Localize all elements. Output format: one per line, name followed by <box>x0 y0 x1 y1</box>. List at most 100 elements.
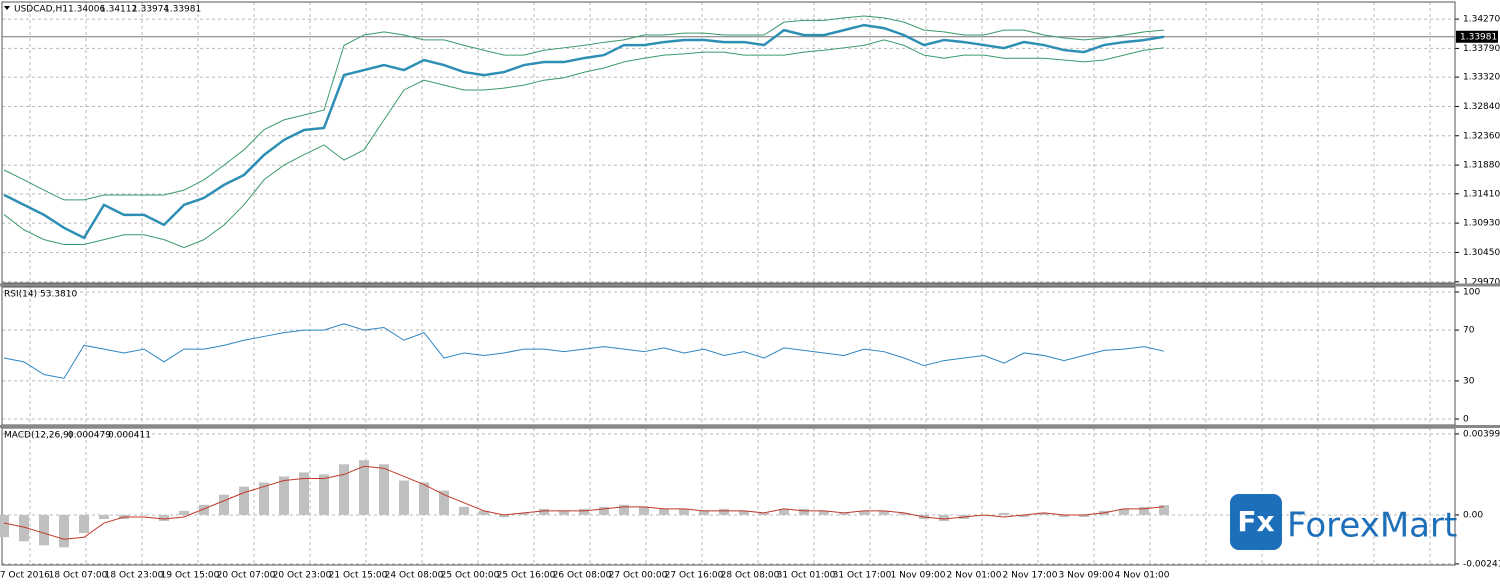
histogram-bar <box>1159 505 1169 515</box>
series-line <box>3 15 1165 201</box>
histogram-bar <box>899 512 909 515</box>
ohlc-value: 1.33974 <box>132 5 169 15</box>
y-tick-label: 100 <box>1463 287 1480 297</box>
histogram-bar <box>859 510 869 515</box>
histogram-bar <box>219 494 229 515</box>
histogram-bar <box>179 510 189 515</box>
panel-frame <box>1 1 1456 284</box>
histogram-bar <box>459 506 469 515</box>
x-tick-label: 4 Nov 01:00 <box>1115 571 1170 581</box>
histogram-bar <box>839 512 849 515</box>
histogram-bar <box>1139 506 1149 515</box>
histogram-bar <box>259 482 269 515</box>
x-tick-label: 20 Oct 07:00 <box>217 571 276 581</box>
x-tick-label: 31 Oct 17:00 <box>833 571 892 581</box>
histogram-bar <box>719 508 729 515</box>
rsi-value: 53.3810 <box>40 290 77 300</box>
logo-name: ForexMart <box>1287 506 1457 546</box>
x-tick-label: 19 Oct 15:00 <box>161 571 220 581</box>
histogram-bar <box>539 508 549 515</box>
symbol-title: USDCAD,H1 <box>14 5 68 15</box>
histogram-bar <box>1119 508 1129 515</box>
histogram-bar <box>319 474 329 515</box>
series-line <box>3 323 1165 379</box>
x-tick-label: 20 Oct 23:00 <box>273 571 332 581</box>
histogram-bar <box>659 508 669 515</box>
histogram-bar <box>579 508 589 515</box>
histogram-bar <box>1079 514 1089 517</box>
x-tick-label: 26 Oct 08:00 <box>553 571 612 581</box>
histogram-bar <box>239 486 249 515</box>
histogram-bar <box>339 464 349 515</box>
histogram-bar <box>1039 512 1049 515</box>
x-tick-label: 21 Oct 15:00 <box>329 571 388 581</box>
y-tick-label: 1.31880 <box>1463 161 1500 171</box>
histogram-bar <box>199 504 209 515</box>
histogram-bar <box>639 506 649 515</box>
series-line <box>3 39 1165 249</box>
histogram-bar <box>79 514 89 534</box>
histogram-bar <box>139 514 149 516</box>
histogram-bar <box>799 508 809 515</box>
macd-title: MACD(12,26,9) <box>4 431 72 441</box>
x-tick-label: 31 Oct 01:00 <box>777 571 836 581</box>
macd-value: 0.000411 <box>108 431 151 441</box>
x-tick-label: 2 Nov 17:00 <box>1003 571 1058 581</box>
histogram-bar <box>519 512 529 515</box>
x-tick-label: 25 Oct 16:00 <box>497 571 556 581</box>
histogram-bar <box>779 508 789 515</box>
y-tick-label: 30 <box>1463 376 1475 386</box>
current-price-label: 1.33981 <box>1460 32 1497 42</box>
y-tick-label: 1.34270 <box>1463 15 1500 25</box>
y-tick-label: 0 <box>1463 415 1469 425</box>
y-tick-label: 1.32840 <box>1463 102 1500 112</box>
histogram-bar <box>359 460 369 515</box>
x-tick-label: 18 Oct 07:00 <box>49 571 108 581</box>
x-tick-label: 2 Nov 01:00 <box>947 571 1002 581</box>
y-tick-label: 0.003998 <box>1463 429 1500 439</box>
histogram-bar <box>99 514 109 519</box>
x-tick-label: 3 Nov 09:00 <box>1059 571 1114 581</box>
y-tick-label: 1.31410 <box>1463 189 1500 199</box>
histogram-bar <box>599 506 609 515</box>
histogram-bar <box>619 504 629 515</box>
histogram-bar <box>299 472 309 515</box>
series-line <box>3 23 1165 240</box>
histogram-bar <box>819 510 829 515</box>
menu-arrow <box>4 6 10 10</box>
ohlc-value: 1.34112 <box>100 5 137 15</box>
ohlc-value: 1.34006 <box>68 5 105 15</box>
histogram-bar <box>759 512 769 515</box>
histogram-bar <box>0 514 9 538</box>
histogram-bar <box>939 514 949 522</box>
histogram-bar <box>699 510 709 515</box>
logo-badge <box>1230 494 1282 550</box>
x-tick-label: 27 Oct 00:00 <box>609 571 668 581</box>
histogram-bar <box>39 514 49 546</box>
histogram-bar <box>559 510 569 515</box>
histogram-bar <box>379 464 389 515</box>
x-tick-label: 24 Oct 08:00 <box>385 571 444 581</box>
y-tick-label: 1.29970 <box>1463 277 1500 287</box>
series-line <box>3 465 1165 540</box>
histogram-bar <box>739 510 749 515</box>
y-tick-label: 1.33790 <box>1463 44 1500 54</box>
histogram-bar <box>279 476 289 515</box>
x-tick-label: 1 Nov 09:00 <box>891 571 946 581</box>
macd-value: 0.000479 <box>68 431 111 441</box>
histogram-bar <box>19 514 29 542</box>
ohlc-value: 1.33981 <box>164 5 201 15</box>
histogram-bar <box>159 514 169 522</box>
logo-badge-text: Fx <box>1237 505 1274 538</box>
histogram-bar <box>399 480 409 515</box>
y-tick-label: 1.30930 <box>1463 219 1500 229</box>
histogram-bar <box>1019 514 1029 517</box>
y-tick-label: 1.32360 <box>1463 131 1500 141</box>
y-tick-label: 1.30450 <box>1463 248 1500 258</box>
logo: Fx ForexMart <box>1230 494 1457 550</box>
x-tick-label: 18 Oct 23:00 <box>105 571 164 581</box>
histogram-bar <box>479 510 489 515</box>
histogram-bar <box>679 508 689 515</box>
